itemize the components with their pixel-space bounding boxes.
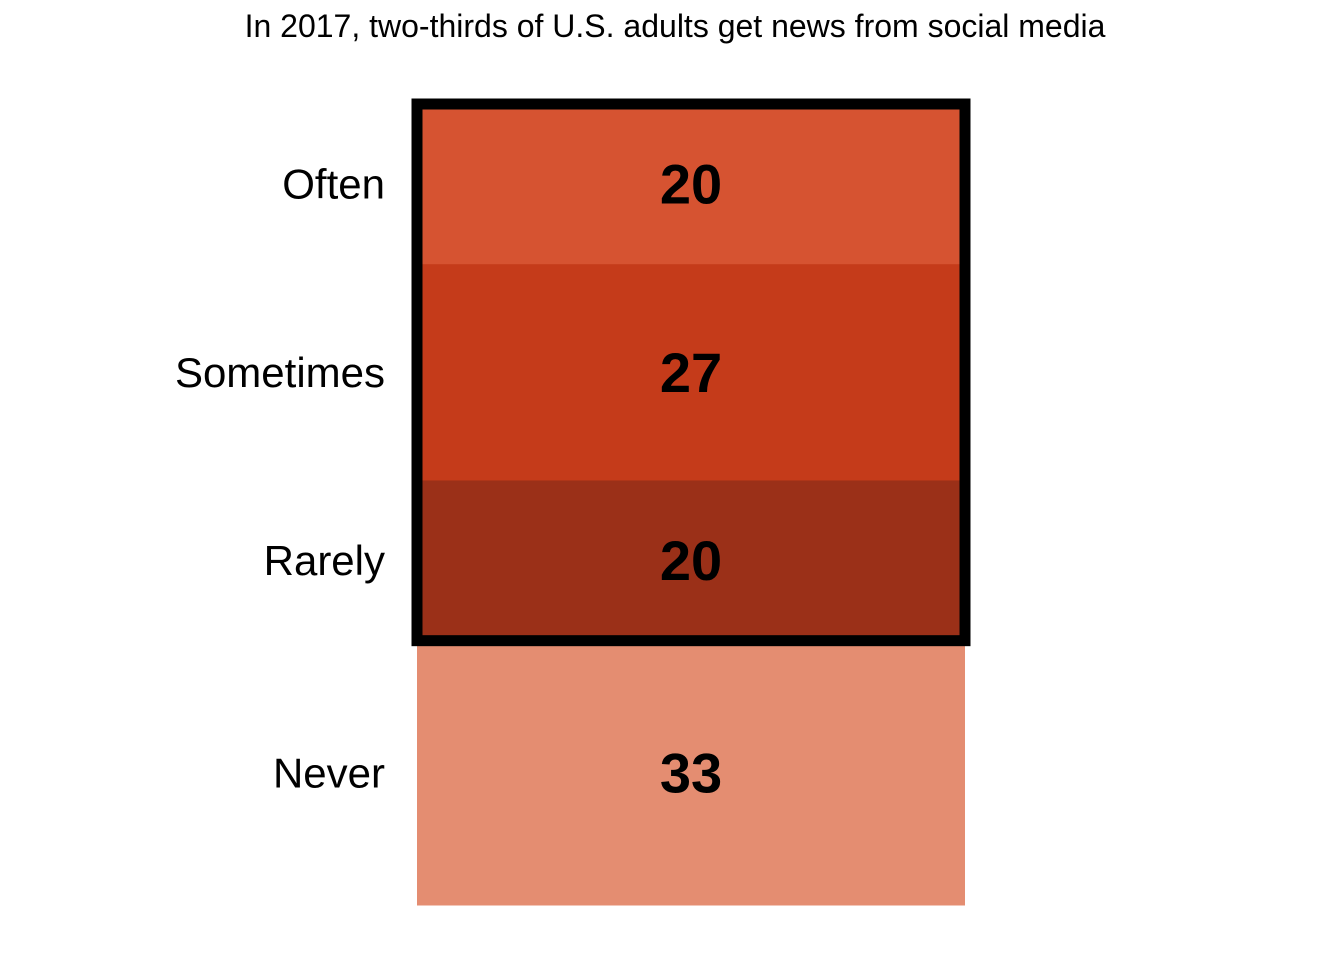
highlight-box (411, 98, 971, 647)
category-label-never: Never (273, 749, 385, 796)
bar-segment-rarely (417, 480, 965, 642)
value-label-often: 20 (660, 153, 722, 216)
bar-segments (417, 104, 965, 906)
bar-segment-often (417, 104, 965, 265)
value-label-never: 33 (660, 741, 722, 804)
category-label-often: Often (282, 161, 385, 208)
bar-segment-sometimes (417, 264, 965, 481)
value-labels: 20 27 20 33 (660, 153, 722, 805)
value-label-sometimes: 27 (660, 341, 722, 404)
value-label-rarely: 20 (660, 529, 722, 592)
category-labels: Often Sometimes Rarely Never (175, 161, 385, 797)
bar-segment-never (417, 640, 965, 906)
category-label-rarely: Rarely (264, 537, 385, 584)
category-label-sometimes: Sometimes (175, 349, 385, 396)
chart-title: In 2017, two-thirds of U.S. adults get n… (244, 8, 1106, 44)
